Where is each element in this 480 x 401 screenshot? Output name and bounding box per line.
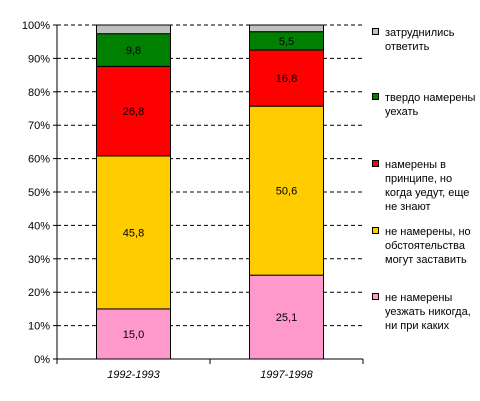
legend-label: не намерены уезжать никогда, ни при каки… bbox=[385, 292, 471, 332]
bar-segment bbox=[96, 65, 171, 157]
axes: 0% 10% 20% 30% 40% 50% 60% 70% 80% 90% 100% 1992-19… bbox=[22, 20, 364, 381]
y-tick-label: 20% bbox=[28, 287, 50, 299]
legend-label: не намерены, но обстоятельства могут зас… bbox=[385, 226, 471, 266]
x-category-label: 1997-1998 bbox=[260, 369, 313, 381]
data-label: 25,1 bbox=[276, 312, 297, 324]
bar-segment bbox=[249, 24, 324, 33]
bar-segment bbox=[249, 274, 324, 360]
data-label: 15,0 bbox=[123, 329, 144, 341]
bar-segment bbox=[249, 49, 324, 107]
y-tick-label: 50% bbox=[28, 187, 50, 199]
legend-swatch bbox=[372, 227, 379, 234]
bars bbox=[96, 24, 324, 360]
data-label: 9,8 bbox=[126, 45, 141, 57]
legend-label: твердо намерены уехать bbox=[385, 92, 476, 118]
data-label: 50,6 bbox=[276, 186, 297, 198]
data-label: 5,5 bbox=[279, 36, 294, 48]
legend-swatch bbox=[372, 160, 379, 167]
bar-segment bbox=[96, 155, 171, 310]
legend-label: затруднились ответить bbox=[385, 27, 455, 53]
y-tick-label: 70% bbox=[28, 120, 50, 132]
y-tick-label: 0% bbox=[34, 354, 50, 366]
y-tick-label: 30% bbox=[28, 254, 50, 266]
data-labels: 15,0 45,8 26,8 9,8 25,1 50,6 16,8 5,5 bbox=[123, 36, 297, 341]
y-tick-label: 90% bbox=[28, 53, 50, 65]
y-tick-label: 100% bbox=[22, 20, 50, 32]
data-label: 26,8 bbox=[123, 106, 144, 118]
y-tick-label: 60% bbox=[28, 154, 50, 166]
data-label: 45,8 bbox=[123, 227, 144, 239]
legend-swatch bbox=[372, 28, 379, 35]
data-label: 16,8 bbox=[276, 73, 297, 85]
bar-segment bbox=[96, 24, 171, 35]
bar-segment bbox=[96, 33, 171, 67]
legend-label: намерены в принципе, но когда уедут, еще… bbox=[385, 159, 470, 213]
y-tick-label: 40% bbox=[28, 220, 50, 232]
y-tick-label: 10% bbox=[28, 321, 50, 333]
x-category-label: 1992-1993 bbox=[107, 369, 160, 381]
bar-segment bbox=[249, 105, 324, 276]
bar-segment bbox=[96, 308, 171, 360]
y-tick-label: 80% bbox=[28, 87, 50, 99]
legend-swatch bbox=[372, 93, 379, 100]
legend-swatch bbox=[372, 293, 379, 300]
